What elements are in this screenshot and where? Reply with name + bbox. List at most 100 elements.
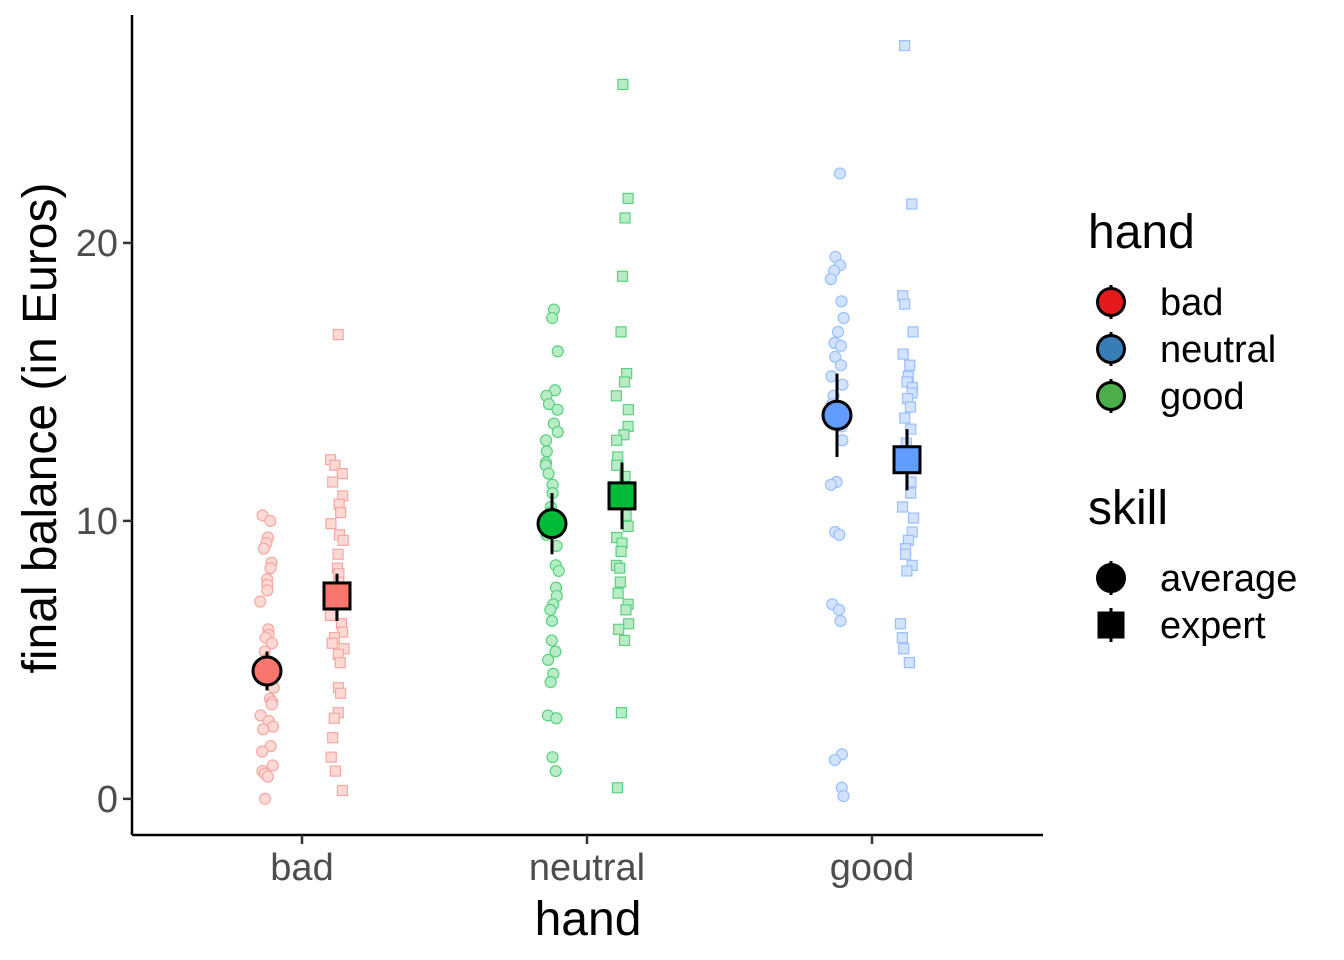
raw-point-good-expert [906, 198, 918, 210]
raw-point-good-average [831, 325, 845, 338]
legend-label-good: good [1160, 376, 1245, 418]
x-tick-label-bad: bad [270, 847, 333, 889]
raw-point-good-average [832, 603, 846, 616]
raw-point-bad-expert [332, 548, 344, 560]
legend-skill: skill average expert [1088, 482, 1297, 647]
raw-point-bad-expert [326, 637, 338, 649]
raw-point-bad-average [266, 720, 280, 733]
raw-point-neutral-average [549, 645, 562, 658]
raw-point-good-expert [896, 632, 908, 644]
raw-point-good-average [824, 478, 838, 491]
raw-point-good-expert [903, 657, 915, 669]
raw-point-neutral-expert [614, 576, 626, 588]
raw-point-neutral-average [551, 425, 564, 439]
raw-point-bad-expert [324, 609, 337, 622]
raw-point-neutral-average [544, 603, 557, 616]
raw-point-bad-expert [334, 687, 347, 699]
raw-point-good-expert [907, 512, 920, 524]
raw-point-neutral-average [539, 434, 553, 447]
raw-point-good-average [828, 753, 841, 767]
raw-point-neutral-expert [622, 192, 634, 205]
mean-marker-bad-expert [322, 581, 352, 611]
raw-point-good-expert [905, 487, 917, 499]
raw-point-bad-average [256, 745, 269, 758]
raw-point-neutral-average [540, 445, 553, 458]
x-axis-title: hand [535, 893, 642, 946]
raw-point-neutral-average [545, 634, 558, 647]
mean-marker-good-expert [892, 445, 922, 475]
raw-point-bad-average [259, 792, 272, 805]
raw-point-neutral-average [546, 311, 559, 325]
raw-point-neutral-average [551, 403, 564, 416]
raw-point-neutral-expert [611, 459, 623, 471]
raw-point-good-expert [899, 548, 912, 560]
raw-point-good-average [833, 528, 846, 541]
raw-point-neutral-average [552, 564, 565, 578]
raw-point-neutral-expert [616, 270, 629, 282]
mean-marker-good-average [821, 399, 853, 431]
legend-title-hand: hand [1088, 206, 1195, 259]
legend: hand bad neutral good skill average expert [1088, 206, 1297, 647]
raw-point-bad-average [265, 637, 278, 650]
raw-point-neutral-expert [615, 326, 627, 338]
raw-point-good-average [834, 339, 848, 352]
raw-point-bad-average [264, 739, 277, 753]
raw-point-bad-expert [325, 518, 337, 530]
raw-point-good-expert [901, 565, 913, 577]
raw-point-good-average [833, 167, 847, 180]
raw-point-neutral-expert [623, 618, 635, 630]
legend-label-bad: bad [1160, 282, 1223, 324]
raw-point-neutral-average [546, 751, 559, 764]
raw-point-bad-average [265, 698, 279, 711]
raw-point-neutral-expert [613, 623, 625, 635]
raw-point-neutral-expert [611, 782, 624, 794]
raw-point-neutral-expert [622, 520, 634, 533]
raw-point-bad-expert [334, 657, 346, 669]
raw-point-neutral-average [542, 467, 555, 480]
raw-point-good-expert [896, 501, 909, 513]
raw-point-good-expert [899, 412, 911, 424]
y-tick-label: 10 [76, 501, 118, 543]
x-tick-label-neutral: neutral [529, 847, 645, 889]
raw-point-bad-expert [327, 732, 339, 744]
raw-point-neutral-expert [615, 545, 627, 558]
mean-marker-neutral-expert [607, 481, 637, 511]
raw-point-good-average [834, 359, 848, 372]
raw-point-neutral-expert [620, 604, 632, 616]
raw-point-bad-expert [329, 459, 341, 471]
raw-point-neutral-expert [615, 707, 628, 719]
raw-point-neutral-average [551, 345, 564, 358]
raw-point-neutral-expert [619, 212, 631, 224]
raw-point-bad-expert [336, 468, 348, 480]
raw-point-neutral-average [542, 653, 555, 666]
raw-point-bad-average [254, 595, 267, 608]
raw-point-good-average [834, 614, 847, 628]
mean-markers-layer [251, 373, 922, 691]
raw-point-bad-expert [325, 751, 337, 763]
mean-marker-neutral-average [536, 508, 568, 540]
raw-point-neutral-expert [610, 390, 622, 402]
raw-point-neutral-expert [618, 376, 631, 388]
raw-point-good-average [829, 350, 842, 363]
y-tick-label: 0 [97, 779, 118, 821]
raw-point-neutral-expert [611, 434, 623, 446]
raw-point-bad-expert [335, 506, 347, 519]
legend-title-skill: skill [1088, 482, 1168, 535]
raw-point-good-average [824, 272, 837, 286]
raw-point-good-expert [899, 298, 911, 310]
raw-point-bad-expert [329, 765, 341, 777]
raw-point-neutral-average [548, 384, 562, 397]
raw-point-good-expert [898, 39, 911, 52]
raw-point-good-expert [907, 326, 919, 338]
raw-point-good-average [837, 311, 850, 325]
raw-point-good-expert [904, 401, 917, 413]
raw-point-bad-average [264, 514, 277, 527]
raw-points-layer [254, 39, 920, 805]
raw-point-bad-expert [336, 784, 349, 797]
y-axis-title: final balance (in Euros) [14, 183, 67, 674]
legend-label-average: average [1160, 558, 1297, 600]
raw-point-bad-average [261, 584, 274, 597]
raw-point-bad-average [257, 723, 270, 736]
raw-point-good-average [836, 378, 849, 391]
raw-point-bad-average [257, 542, 270, 555]
